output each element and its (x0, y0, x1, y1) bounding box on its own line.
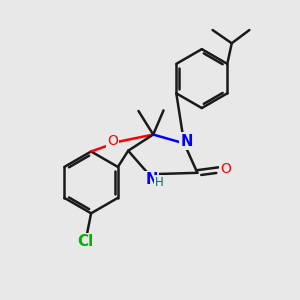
Text: O: O (107, 134, 118, 148)
Text: N: N (180, 134, 193, 148)
Text: Cl: Cl (77, 234, 93, 249)
Text: N: N (146, 172, 158, 187)
Text: H: H (155, 176, 164, 189)
Text: O: O (220, 162, 231, 176)
